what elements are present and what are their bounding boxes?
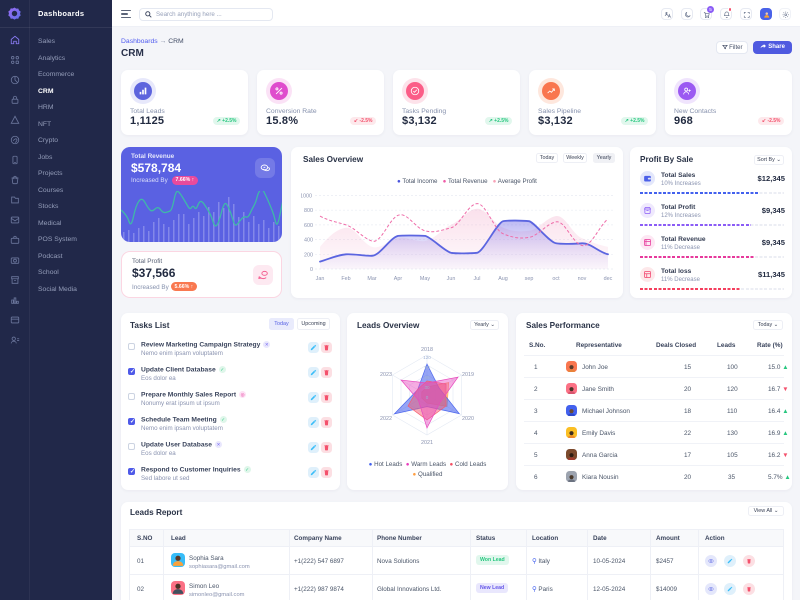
- svg-text:Aug: Aug: [498, 276, 508, 282]
- svg-text:30: 30: [424, 385, 430, 390]
- svg-text:Apr: Apr: [394, 276, 403, 282]
- svg-text:200: 200: [304, 252, 313, 258]
- svg-text:Feb: Feb: [341, 276, 350, 282]
- svg-text:Jul: Jul: [474, 276, 481, 282]
- svg-text:2020: 2020: [462, 416, 474, 422]
- svg-text:600: 600: [304, 223, 313, 229]
- svg-text:800: 800: [304, 208, 313, 214]
- svg-text:Mar: Mar: [367, 276, 376, 282]
- svg-text:2021: 2021: [421, 440, 433, 446]
- svg-text:May: May: [420, 276, 430, 282]
- svg-text:90: 90: [424, 365, 430, 370]
- svg-text:Jan: Jan: [316, 276, 325, 282]
- svg-text:0: 0: [310, 267, 313, 273]
- svg-text:120: 120: [423, 355, 431, 360]
- svg-text:60: 60: [424, 375, 430, 380]
- svg-text:2023: 2023: [380, 372, 392, 378]
- svg-text:1000: 1000: [301, 194, 312, 200]
- svg-text:sep: sep: [525, 276, 534, 282]
- svg-text:oct: oct: [552, 276, 560, 282]
- svg-text:Jun: Jun: [447, 276, 456, 282]
- svg-text:2022: 2022: [380, 416, 392, 422]
- svg-text:0: 0: [426, 395, 429, 400]
- svg-text:nov: nov: [578, 276, 587, 282]
- svg-text:dec: dec: [604, 276, 613, 282]
- svg-text:2018: 2018: [421, 347, 433, 353]
- svg-text:2019: 2019: [462, 372, 474, 378]
- svg-text:400: 400: [304, 238, 313, 244]
